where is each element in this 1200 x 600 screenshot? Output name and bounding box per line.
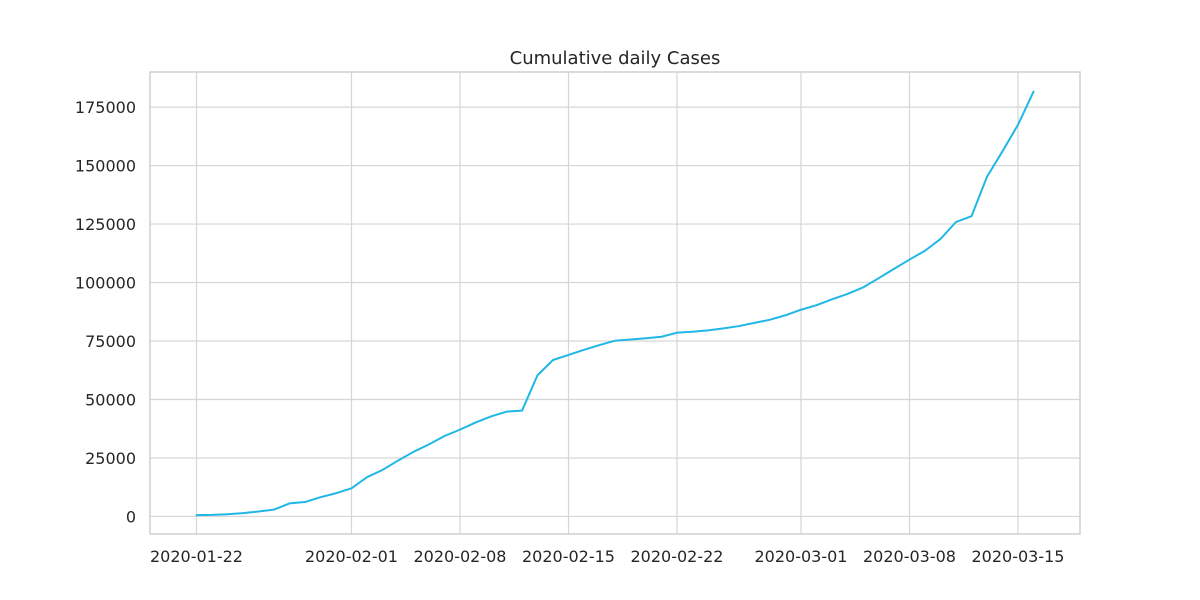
x-tick-label: 2020-02-08 [414,547,507,566]
y-tick-label: 175000 [75,98,136,117]
y-tick-label: 75000 [85,332,136,351]
x-tick-label: 2020-03-08 [863,547,956,566]
grid-lines [150,72,1080,534]
tick-labels: 0 25000 50000 75000 100000 125000 150000 175000… [75,98,1065,566]
y-tick-label: 25000 [85,449,136,468]
y-tick-label: 0 [126,507,136,526]
x-tick-label: 2020-02-01 [305,547,398,566]
y-tick-label: 125000 [75,215,136,234]
series-line-1 [195,90,1035,517]
y-tick-label: 100000 [75,274,136,293]
x-tick-label: 2020-03-01 [755,547,848,566]
x-tick-label: 2020-01-22 [150,547,243,566]
x-tick-label: 2020-03-15 [972,547,1065,566]
plot-frame [149,71,1081,535]
series-layer [195,90,1035,517]
chart-title: Cumulative daily Cases [510,48,721,69]
x-tick-label: 2020-02-22 [631,547,724,566]
y-tick-label: 150000 [75,157,136,176]
y-tick-label: 50000 [85,390,136,409]
x-tick-label: 2020-02-15 [522,547,615,566]
